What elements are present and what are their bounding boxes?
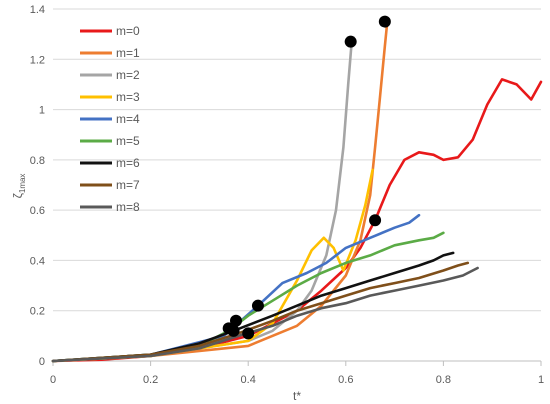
- series-line-m=0: [51, 78, 543, 363]
- legend: m=0 m=1 m=2 m=3 m=4 m=5 m=6 m=7 m=8: [80, 24, 140, 214]
- y-tick-label: 0.6: [30, 205, 45, 217]
- y-tick-label: 0.2: [30, 306, 45, 318]
- series-line-m=6: [51, 251, 455, 363]
- series-lines: [51, 20, 543, 363]
- legend-label-m=1: m=1: [116, 46, 140, 60]
- legend-label-m=8: m=8: [116, 200, 140, 214]
- marker-m=1: [378, 15, 391, 28]
- markers: [222, 15, 391, 340]
- tick-labels: 0 0.2 0.4 0.6 0.8 1 1.2 1.4 0 0.2 0.4 0.6 0.8 1: [30, 4, 544, 386]
- legend-label-m=5: m=5: [116, 134, 140, 148]
- x-tick-label: 0: [50, 374, 56, 386]
- legend-label-m=3: m=3: [116, 90, 140, 104]
- marker-m=0: [369, 214, 382, 227]
- y-tick-label: 0.4: [30, 255, 45, 267]
- legend-label-m=0: m=0: [116, 24, 140, 38]
- series-line-m=3: [51, 168, 374, 363]
- axes: [52, 360, 542, 366]
- series-line-m=1: [51, 20, 389, 363]
- x-axis-title: t*: [293, 389, 301, 403]
- gridlines: [53, 8, 541, 312]
- x-tick-label: 0.6: [338, 374, 353, 386]
- marker-m=8: [242, 327, 255, 340]
- legend-label-m=6: m=6: [116, 156, 140, 170]
- y-axis-title: ζ1max: [11, 174, 27, 199]
- y-tick-label: 0: [39, 356, 45, 368]
- series-line-m=7: [51, 261, 470, 363]
- marker-m=2: [344, 35, 357, 48]
- legend-label-m=7: m=7: [116, 178, 140, 192]
- x-tick-label: 1: [538, 374, 544, 386]
- x-tick-label: 0.8: [436, 374, 451, 386]
- legend-label-m=4: m=4: [116, 112, 140, 126]
- marker-m=7: [227, 324, 240, 337]
- y-axis-title-base: ζ: [11, 192, 25, 198]
- x-tick-label: 0.4: [241, 374, 256, 386]
- legend-label-m=2: m=2: [116, 68, 140, 82]
- x-tick-label: 0.2: [143, 374, 158, 386]
- y-axis-title-sub: 1max: [18, 174, 27, 194]
- y-tick-label: 1.2: [30, 54, 45, 66]
- y-tick-label: 1: [39, 105, 45, 117]
- y-tick-label: 0.8: [30, 155, 45, 167]
- marker-m=5: [230, 314, 242, 327]
- series-line-m=8: [51, 266, 479, 363]
- marker-m=4: [251, 299, 264, 312]
- y-tick-label: 1.4: [30, 4, 45, 16]
